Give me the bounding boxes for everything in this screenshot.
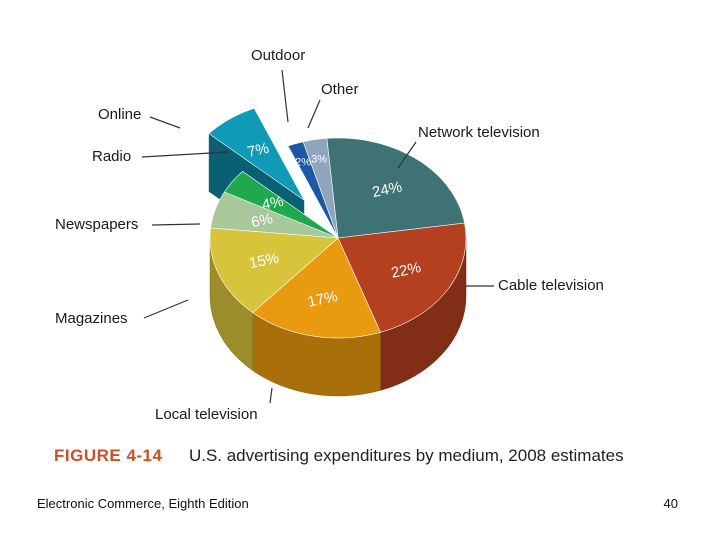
slice-magazines <box>209 227 339 313</box>
category-label-newspapers: Newspapers <box>55 216 138 233</box>
pie-chart: 24% 22% 17% 15% 6%4% 7% 2% 3% Network televisio… <box>55 47 604 423</box>
slice-local-television <box>252 237 381 339</box>
leader-magazines <box>143 299 189 319</box>
category-label-online: Online <box>98 106 141 123</box>
figure-number: FIGURE 4-14 <box>54 446 163 465</box>
leader-online <box>149 116 181 129</box>
value-label-other: 3% <box>311 153 327 165</box>
leader-network-television <box>397 141 417 169</box>
value-label-local-television: 17% <box>306 288 339 311</box>
category-label-network-television: Network television <box>418 124 540 141</box>
leader-radio <box>141 151 229 158</box>
leader-outdoor <box>281 69 289 123</box>
value-label-cable-television: 22% <box>390 259 423 282</box>
category-label-local-television: Local television <box>155 406 258 423</box>
slice-network-television <box>326 137 465 239</box>
leader-newspapers <box>151 223 201 226</box>
pie-value-labels: 24% 22% 17% 15% 6%4% 7% 2% 3% <box>246 140 423 311</box>
footer-book-title: Electronic Commerce, Eighth Edition <box>37 496 249 511</box>
leader-other <box>307 99 321 129</box>
figure-caption: FIGURE 4-14 U.S. advertising expenditure… <box>54 446 694 466</box>
pie-category-labels: Network television Cable television Local … <box>55 47 604 423</box>
value-label-online: 7% <box>246 140 271 161</box>
slice-online <box>208 107 305 201</box>
category-label-other: Other <box>321 81 359 98</box>
value-label-radio: 4% <box>260 193 285 214</box>
category-label-magazines: Magazines <box>55 310 128 327</box>
value-label-newspapers: 6% <box>250 210 275 231</box>
category-label-cable-television: Cable television <box>498 277 604 294</box>
value-label-magazines: 15% <box>248 249 281 272</box>
value-label-outdoor: 2% <box>295 157 311 169</box>
pie-leader-lines <box>141 69 494 404</box>
footer-page-number: 40 <box>663 496 678 511</box>
slice-cable-television <box>337 222 467 333</box>
category-label-radio: Radio <box>92 148 131 165</box>
pie-slices <box>208 107 467 339</box>
slice-other <box>302 138 339 239</box>
slice-radio <box>223 170 339 239</box>
category-label-outdoor: Outdoor <box>251 47 305 64</box>
figure-title: U.S. advertising expenditures by medium,… <box>188 446 624 465</box>
value-label-network-television: 24% <box>371 178 404 201</box>
leader-local-television <box>269 387 273 404</box>
